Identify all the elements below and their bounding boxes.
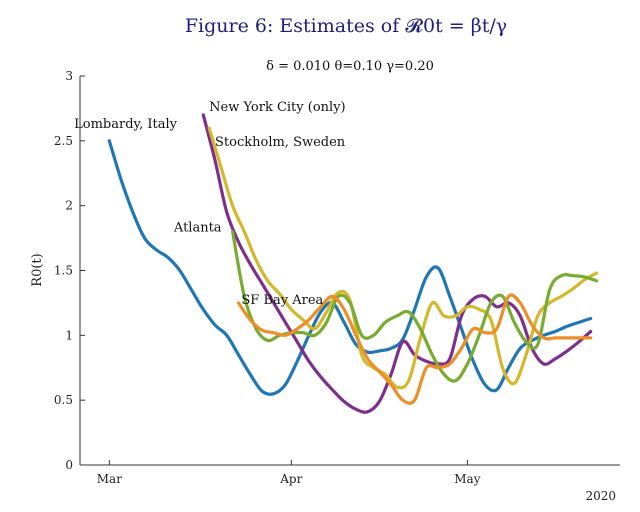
y-tick-label: 1: [65, 328, 73, 342]
annotation-label: Atlanta: [173, 221, 222, 236]
y-tick-label: 2: [65, 199, 73, 213]
annotation-label: Stockholm, Sweden: [215, 135, 346, 150]
parameter-label: δ = 0.010 θ=0.10 γ=0.20: [266, 59, 434, 74]
y-tick-label: 0: [65, 458, 73, 472]
series-line-sf-bay-area: [236, 293, 593, 405]
annotation-label: SF Bay Area: [241, 293, 323, 308]
series-line-new-york-city-only: [201, 113, 593, 414]
x-tick-label: Apr: [279, 472, 302, 486]
x-tick-label: Mar: [97, 472, 122, 486]
annotations: Lombardy, Italy New York City (only) Stock…: [74, 100, 346, 308]
series-line-lombardy-italy: [107, 139, 593, 396]
annotation-label: New York City (only): [209, 100, 345, 115]
series-line-stockholm-sweden: [207, 126, 599, 390]
y-axis-label: R0(t): [30, 253, 45, 286]
x-tick-label: May: [454, 472, 480, 486]
y-tick-label: 2.5: [54, 134, 73, 148]
figure-title: Figure 6: Estimates of 𝓡0t = βt/γ: [185, 15, 507, 37]
plot-area: [107, 113, 599, 414]
axes: 0 0.5 1 1.5 2 2.5 3 Mar Apr May: [54, 69, 620, 486]
year-label: 2020: [585, 489, 616, 503]
y-tick-label: 1.5: [54, 264, 73, 278]
annotation-label: Lombardy, Italy: [74, 117, 178, 132]
y-tick-label: 3: [65, 69, 73, 83]
y-tick-label: 0.5: [54, 393, 73, 407]
